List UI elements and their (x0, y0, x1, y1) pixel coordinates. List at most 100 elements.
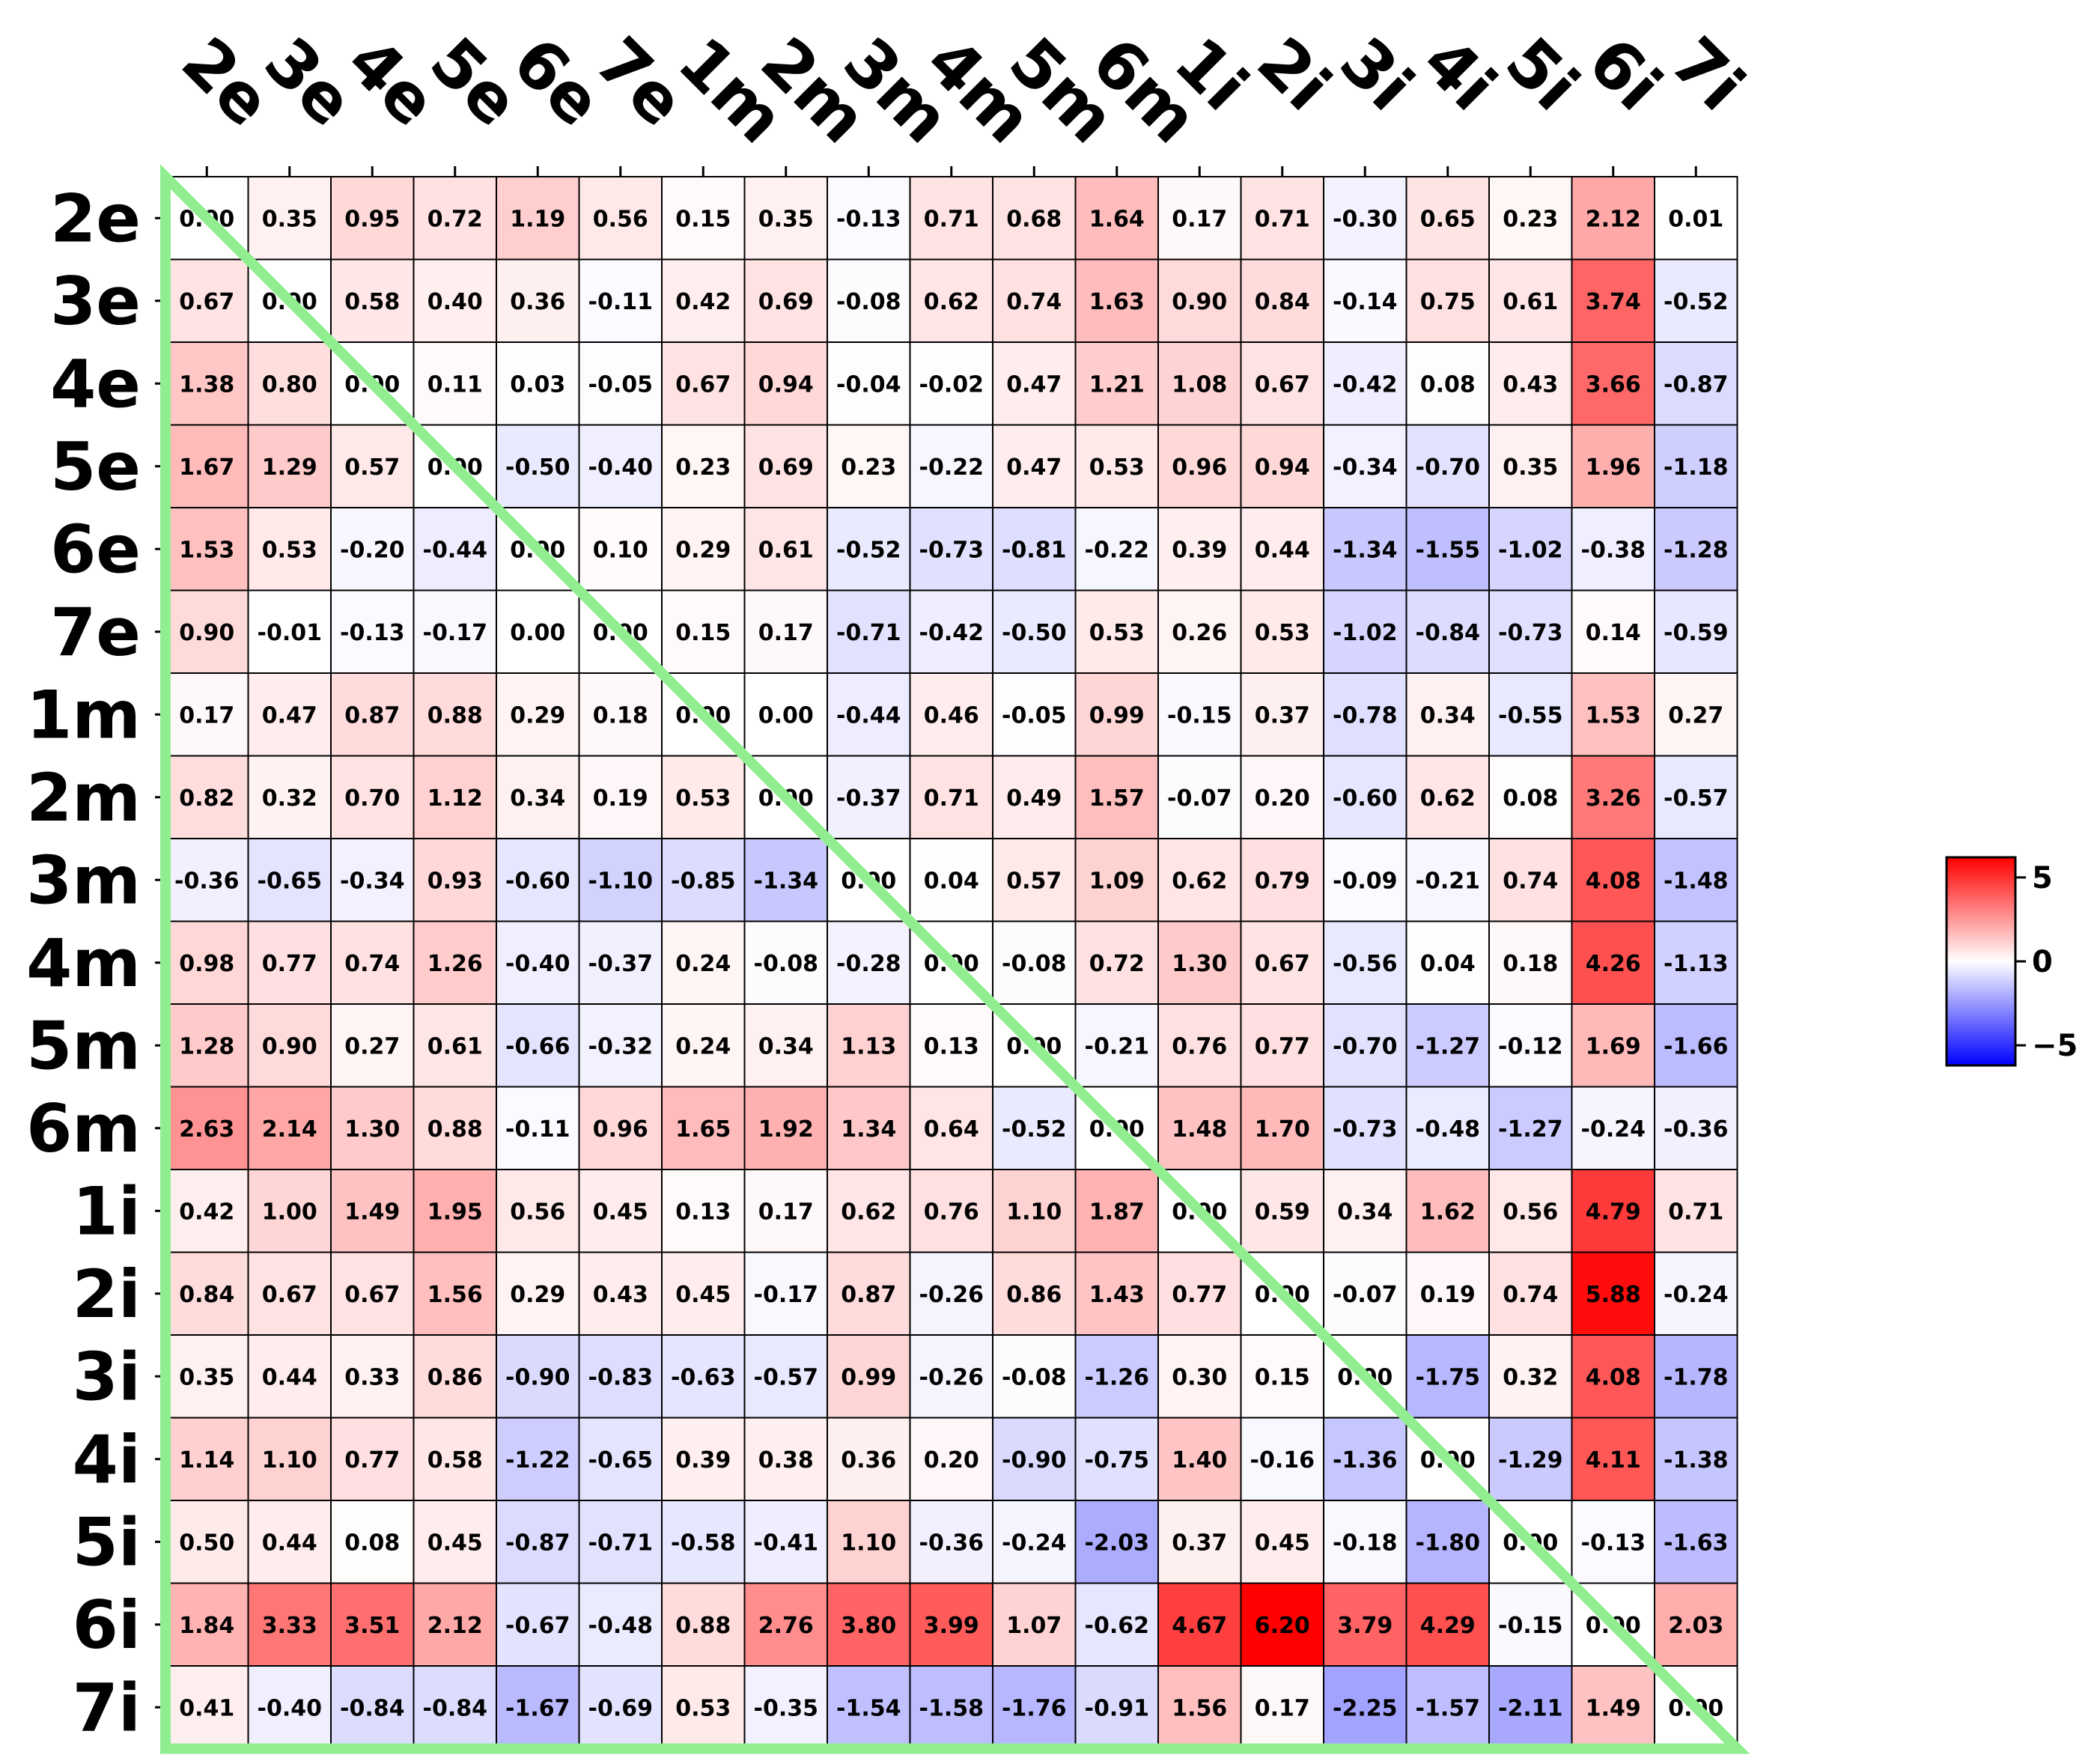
cell-value-label: -0.55 (1498, 702, 1562, 729)
cell-value-label: -0.02 (919, 371, 984, 398)
cell-value-label: 1.67 (179, 454, 234, 481)
cell-value-label: 0.24 (675, 1033, 731, 1059)
cell-value-label: -0.08 (836, 289, 901, 315)
row-label: 4m (26, 925, 141, 1002)
heatmap-cell (1571, 1334, 1655, 1419)
cell-value-label: 0.56 (593, 206, 648, 232)
cell-value-label: -1.55 (1416, 537, 1480, 563)
cell-value-label: 0.61 (1503, 289, 1558, 315)
heatmap-cell (992, 1500, 1077, 1584)
heatmap-cell (1654, 838, 1738, 922)
cell-value-label: 0.36 (510, 289, 565, 315)
cell-value-label: -0.24 (1581, 1116, 1646, 1143)
cell-value-label: -0.17 (423, 620, 487, 646)
heatmap-cell (1323, 755, 1407, 839)
heatmap-cell (1654, 1417, 1738, 1501)
cell-value-label: -2.03 (1085, 1530, 1149, 1556)
cell-value-label: 1.48 (1172, 1116, 1227, 1143)
cell-value-label: 1.26 (427, 951, 483, 977)
cell-value-label: 0.39 (675, 1447, 731, 1473)
cell-value-label: 0.32 (1503, 1364, 1558, 1390)
cell-value-label: 0.34 (510, 785, 565, 812)
cell-value-label: 0.39 (1172, 537, 1227, 563)
cell-value-label: -0.69 (588, 1695, 653, 1721)
cell-value-label: 0.42 (675, 289, 731, 315)
cell-value-label: -0.08 (1002, 1364, 1066, 1390)
cell-value-label: 0.00 (758, 702, 814, 729)
row-label: 5e (50, 428, 141, 505)
cell-value-label: 0.32 (262, 785, 317, 812)
colorbar: 5 0 −5 (1945, 856, 2078, 1067)
heatmap-cell (1488, 341, 1573, 426)
heatmap-cell (413, 672, 497, 757)
cell-value-label: 0.77 (344, 1447, 400, 1473)
heatmap-cell (1571, 424, 1655, 508)
heatmap-cell (1654, 424, 1738, 508)
heatmap-cell (1654, 1251, 1738, 1336)
cell-value-label: 0.41 (179, 1695, 234, 1721)
cell-value-label: -1.27 (1498, 1116, 1562, 1143)
cell-value-label: 3.80 (841, 1613, 896, 1639)
heatmap-cell (1571, 341, 1655, 426)
cell-value-label: -0.48 (588, 1613, 653, 1639)
cell-value-label: 0.46 (924, 702, 979, 729)
cell-value-label: -0.26 (919, 1364, 984, 1390)
heatmap-cell (330, 1500, 415, 1584)
heatmap-cell (992, 424, 1077, 508)
heatmap-cell (1323, 1665, 1407, 1750)
heatmap-cell (1654, 920, 1738, 1005)
heatmap-cell (661, 1665, 746, 1750)
heatmap-cell (578, 1665, 663, 1750)
row-label: 2e (50, 180, 141, 257)
heatmap-cell (827, 1582, 911, 1667)
cell-value-label: 0.98 (179, 951, 234, 977)
heatmap-cell (247, 1086, 332, 1170)
cell-value-label: 0.26 (1172, 620, 1227, 646)
cell-value-label: -0.73 (919, 537, 984, 563)
cell-value-label: 0.71 (924, 206, 979, 232)
heatmap-cell (247, 920, 332, 1005)
cell-value-label: 0.44 (1255, 537, 1310, 563)
cell-value-label: 0.67 (1255, 951, 1310, 977)
cell-value-label: 0.20 (1255, 785, 1310, 812)
cell-value-label: -0.18 (1333, 1530, 1397, 1556)
cell-value-label: -0.38 (1581, 537, 1646, 563)
cell-value-label: 1.56 (427, 1282, 483, 1308)
cell-value-label: 0.44 (262, 1530, 317, 1556)
heatmap-cell (1654, 176, 1738, 261)
cell-value-label: 0.56 (510, 1199, 565, 1225)
cell-value-label: -0.05 (1002, 702, 1066, 729)
cell-value-label: -0.07 (1167, 785, 1232, 812)
cell-value-label: -0.09 (1333, 868, 1397, 894)
heatmap-cell (1571, 1003, 1655, 1088)
heatmap-cell (1405, 1665, 1490, 1750)
cell-value-label: 0.04 (924, 868, 979, 894)
heatmap-cell (743, 838, 828, 922)
heatmap-cell (1074, 589, 1159, 674)
cell-value-label: -0.11 (505, 1116, 570, 1143)
cell-value-label: 0.57 (344, 454, 400, 481)
cell-value-label: -0.50 (1002, 620, 1066, 646)
cell-value-label: 0.23 (841, 454, 896, 481)
heatmap-cell (661, 1334, 746, 1419)
heatmap-cell (743, 672, 828, 757)
heatmap-cell (743, 1003, 828, 1088)
cell-value-label: 0.53 (1089, 620, 1145, 646)
heatmap-cell (496, 838, 580, 922)
heatmap-cell (661, 341, 746, 426)
heatmap-cell (578, 1086, 663, 1170)
cell-value-label: -1.63 (1664, 1530, 1728, 1556)
heatmap-cell (992, 755, 1077, 839)
heatmap-cell (330, 1417, 415, 1501)
heatmap-cell (578, 1500, 663, 1584)
cell-value-label: 0.93 (427, 868, 483, 894)
cell-value-label: -0.90 (505, 1364, 570, 1390)
row-label: 3m (26, 842, 141, 919)
cell-value-label: 3.74 (1586, 289, 1641, 315)
heatmap-cell (743, 1500, 828, 1584)
cell-value-label: 0.08 (344, 1530, 400, 1556)
cell-value-label: 0.61 (427, 1033, 483, 1059)
heatmap-cell (330, 1334, 415, 1419)
heatmap-cell (413, 1003, 497, 1088)
